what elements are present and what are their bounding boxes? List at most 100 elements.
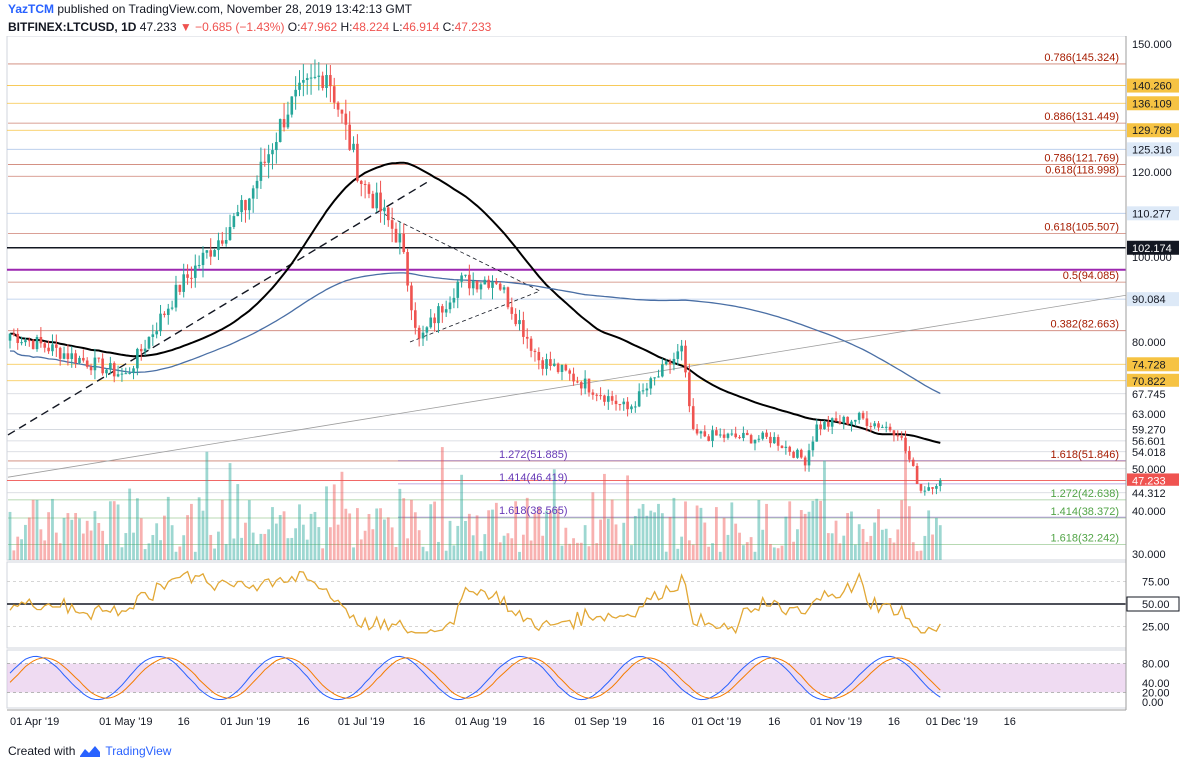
price-axis[interactable]: 150.000 120.000 100.000 80.000 40.000 30.000 1… xyxy=(1125,36,1180,710)
candle-body xyxy=(105,369,108,374)
tradingview-brand[interactable]: TradingView xyxy=(105,744,172,758)
candle-body xyxy=(691,406,695,429)
volume-bar xyxy=(494,502,498,560)
candle-body xyxy=(568,370,571,374)
volume-bar xyxy=(282,511,286,560)
price-badge-label: 44.312 xyxy=(1132,488,1166,500)
candle-body xyxy=(178,284,182,292)
rsi-axis-label: 50.00 xyxy=(1142,599,1170,611)
candle-body xyxy=(159,313,162,332)
candle-body xyxy=(12,333,16,335)
candle-body xyxy=(742,432,745,439)
candle-body xyxy=(55,344,58,348)
rsi-50-badge xyxy=(1126,596,1180,612)
candle-body xyxy=(332,86,336,103)
candle-body xyxy=(776,437,780,446)
candle-body xyxy=(383,207,386,212)
volume-bar xyxy=(811,500,815,560)
volume-bar xyxy=(444,550,448,560)
candle-body xyxy=(93,357,97,371)
volume-bar xyxy=(209,534,213,560)
candle-body xyxy=(672,358,676,365)
candle-body xyxy=(703,431,707,437)
volume-bar xyxy=(429,504,433,560)
symbol[interactable]: BITFINEX:LTCUSD, 1D xyxy=(8,20,137,34)
candle-body xyxy=(749,435,753,444)
candle-body xyxy=(753,439,757,444)
volume-bar xyxy=(533,513,537,560)
candle-body xyxy=(51,344,54,352)
volume-bar xyxy=(340,471,344,560)
candle-body xyxy=(618,404,622,406)
candle-body xyxy=(251,188,255,199)
candle-body xyxy=(197,265,201,267)
candle-body xyxy=(452,297,456,303)
volume-bar xyxy=(286,538,290,560)
candle-body xyxy=(321,75,324,88)
volume-bar xyxy=(305,539,309,560)
volume-bar xyxy=(695,505,699,560)
candle-body xyxy=(221,240,224,244)
volume-bar xyxy=(182,535,186,560)
volume-bar xyxy=(826,533,830,560)
rsi-axis-label: 75.00 xyxy=(1142,577,1170,589)
time-axis[interactable]: 01 Apr '19 01 May '19 16 01 Jun '19 16 01 Jul… xyxy=(7,709,1126,730)
candle-body xyxy=(664,361,668,365)
volume-bar xyxy=(927,510,931,560)
candle-body xyxy=(278,119,282,142)
candle-body xyxy=(325,75,328,88)
candle-body xyxy=(414,310,417,328)
volume-bar xyxy=(880,529,884,560)
time-tick-label: 01 Aug '19 xyxy=(455,716,507,728)
volume-bar xyxy=(51,498,54,560)
author-name[interactable]: YazTCM xyxy=(8,2,55,16)
candle-body xyxy=(43,343,47,348)
volume-bar xyxy=(406,538,409,560)
volume-bar xyxy=(274,523,278,560)
fib-level-label-2: 0.786(121.769) xyxy=(1044,152,1119,164)
volume-bar xyxy=(105,544,108,560)
fib-level-label-0: 0.786(145.324) xyxy=(1044,52,1119,64)
candle-body xyxy=(591,392,595,395)
candle-body xyxy=(911,459,915,466)
volume-bar xyxy=(448,520,452,560)
candle-body xyxy=(757,438,761,440)
candle-body xyxy=(386,207,390,221)
stoch-axis-label: 40.00 xyxy=(1142,678,1170,690)
candle-body xyxy=(869,425,873,427)
candle-body xyxy=(931,487,934,489)
volume-bar xyxy=(680,536,684,560)
candle-body xyxy=(815,424,819,442)
volume-bar xyxy=(247,500,251,560)
candle-body xyxy=(637,391,641,407)
candle-body xyxy=(919,483,923,491)
candle-body xyxy=(915,465,919,484)
candle-body xyxy=(329,75,332,87)
candle-body xyxy=(479,284,483,290)
open-label: O: xyxy=(287,20,301,34)
open-value: 47.962 xyxy=(300,20,338,34)
candle-body xyxy=(468,274,471,289)
volume-bar xyxy=(529,540,533,560)
volume-bar xyxy=(39,529,43,560)
candle-body xyxy=(676,351,680,359)
stoch-band xyxy=(7,663,1126,693)
candle-body xyxy=(170,307,174,309)
candle-body xyxy=(89,366,93,371)
low-label: L: xyxy=(392,20,403,34)
candles[interactable] xyxy=(8,59,942,496)
price-badge-bg xyxy=(1127,406,1179,421)
price-chart[interactable]: 0.786(145.324) 0.886(131.449) 0.786(121.76… xyxy=(0,36,1180,742)
candle-body xyxy=(838,421,842,424)
volume-bar xyxy=(560,545,564,560)
time-tick-label: 01 Sep '19 xyxy=(574,716,626,728)
volume-bar xyxy=(228,463,232,560)
chart-header: YazTCM published on TradingView.com, Nov… xyxy=(0,0,1180,40)
price-badge-bg xyxy=(1127,142,1179,157)
trend-lines xyxy=(7,179,1127,478)
volume-bar xyxy=(278,515,282,560)
volume-bar xyxy=(842,535,846,560)
fib-level-label-1: 0.886(131.449) xyxy=(1044,111,1119,123)
volume-bar xyxy=(938,525,942,560)
ma-200-line xyxy=(9,272,941,394)
